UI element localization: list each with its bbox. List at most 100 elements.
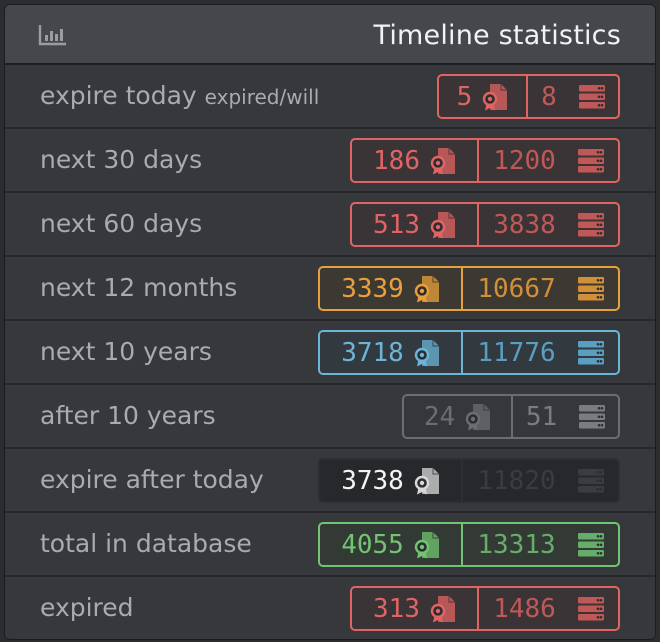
stat-row: next 60 days 513 3838 <box>5 193 655 257</box>
certificate-count[interactable]: 5 <box>439 76 528 117</box>
server-icon <box>568 148 604 173</box>
count-pill[interactable]: 4055 13313 <box>318 522 620 567</box>
server-count[interactable]: 11820 <box>463 460 618 501</box>
server-count-value: 10667 <box>477 273 556 304</box>
stat-row: after 10 years 24 51 <box>5 385 655 449</box>
server-icon <box>568 532 604 557</box>
certificate-icon <box>414 467 439 494</box>
server-icon <box>569 84 605 109</box>
stat-row: expire today expired/will 5 8 <box>5 65 655 129</box>
certificate-icon <box>472 82 508 112</box>
certificate-count-value: 3718 <box>341 337 404 368</box>
certificate-count[interactable]: 186 <box>352 140 479 181</box>
row-label: next 10 years <box>40 337 212 366</box>
count-pill[interactable]: 513 3838 <box>350 202 620 247</box>
server-count[interactable]: 51 <box>513 396 618 437</box>
row-sublabel: expired/will <box>204 85 320 109</box>
row-label: expire after today <box>40 465 264 494</box>
server-count[interactable]: 13313 <box>463 524 618 565</box>
server-icon <box>568 340 604 365</box>
certificate-icon <box>414 531 439 558</box>
count-pill[interactable]: 186 1200 <box>350 138 620 183</box>
row-label-text: expired <box>40 593 134 622</box>
certificate-count[interactable]: 3339 <box>320 268 463 309</box>
row-label-text: total in database <box>40 529 252 558</box>
count-pill[interactable]: 3339 10667 <box>318 266 620 311</box>
certificate-icon <box>455 402 491 432</box>
row-label: expire today expired/will <box>40 81 319 110</box>
server-count[interactable]: 1486 <box>479 588 618 629</box>
row-label-text: after 10 years <box>40 401 216 430</box>
certificate-icon <box>414 339 439 366</box>
server-count[interactable]: 11776 <box>463 332 618 373</box>
certificate-icon <box>404 530 440 560</box>
certificate-icon <box>404 466 440 496</box>
server-icon <box>577 276 604 300</box>
server-icon <box>577 340 604 364</box>
stat-row: total in database 4055 13313 <box>5 513 655 577</box>
certificate-icon <box>465 403 491 430</box>
server-icon <box>577 148 604 172</box>
server-count-value: 8 <box>541 81 557 112</box>
panel-title: Timeline statistics <box>373 20 621 51</box>
row-label-text: expire today <box>40 81 197 110</box>
certificate-icon <box>430 595 455 622</box>
certificate-icon <box>420 146 456 176</box>
server-icon <box>569 404 606 429</box>
certificate-icon <box>420 594 456 624</box>
server-count-value: 1200 <box>493 145 556 176</box>
row-label: next 30 days <box>40 145 202 174</box>
certificate-icon <box>483 83 508 110</box>
count-pill[interactable]: 3738 11820 <box>318 458 620 503</box>
server-icon <box>568 468 604 493</box>
certificate-count-value: 3339 <box>341 273 404 304</box>
certificate-icon <box>414 275 439 302</box>
server-count-value: 51 <box>525 401 558 432</box>
server-icon <box>568 276 604 301</box>
server-icon <box>577 468 604 492</box>
certificate-count-value: 313 <box>373 593 420 624</box>
row-label-text: next 60 days <box>40 209 203 238</box>
bar-chart-icon <box>38 23 68 51</box>
server-icon <box>577 212 604 236</box>
certificate-count-value: 24 <box>423 401 456 432</box>
certificate-count[interactable]: 4055 <box>320 524 463 565</box>
server-icon <box>579 404 606 428</box>
count-pill[interactable]: 3718 11776 <box>318 330 620 375</box>
certificate-icon <box>430 211 455 238</box>
server-count-value: 11776 <box>477 337 556 368</box>
server-icon <box>578 84 605 108</box>
timeline-statistics-panel: Timeline statistics expire today expired… <box>4 4 656 640</box>
row-label: after 10 years <box>40 401 216 430</box>
certificate-count[interactable]: 513 <box>352 204 479 245</box>
certificate-count-value: 186 <box>373 145 420 176</box>
stat-row: expired 313 1486 <box>5 577 655 639</box>
server-icon <box>568 596 604 621</box>
certificate-icon <box>430 147 455 174</box>
certificate-count[interactable]: 24 <box>404 396 513 437</box>
row-label-text: next 30 days <box>40 145 203 174</box>
server-count-value: 1486 <box>493 593 556 624</box>
server-count[interactable]: 10667 <box>463 268 618 309</box>
stat-row: expire after today 3738 11820 <box>5 449 655 513</box>
count-pill[interactable]: 313 1486 <box>350 586 620 631</box>
certificate-icon <box>404 274 440 304</box>
row-label: next 12 months <box>40 273 237 302</box>
certificate-count[interactable]: 313 <box>352 588 479 629</box>
count-pill[interactable]: 24 51 <box>402 394 620 439</box>
row-label-text: next 10 years <box>40 337 212 366</box>
server-count-value: 3838 <box>493 209 556 240</box>
row-label: total in database <box>40 529 252 558</box>
server-count-value: 13313 <box>477 529 556 560</box>
panel-header: Timeline statistics <box>5 5 655 65</box>
row-label-text: expire after today <box>40 465 264 494</box>
certificate-icon <box>420 210 456 240</box>
certificate-count[interactable]: 3718 <box>320 332 463 373</box>
server-count[interactable]: 3838 <box>479 204 618 245</box>
stat-row: next 12 months 3339 10667 <box>5 257 655 321</box>
server-count-value: 11820 <box>477 465 556 496</box>
certificate-count[interactable]: 3738 <box>320 460 463 501</box>
server-count[interactable]: 1200 <box>479 140 618 181</box>
server-count[interactable]: 8 <box>528 76 618 117</box>
